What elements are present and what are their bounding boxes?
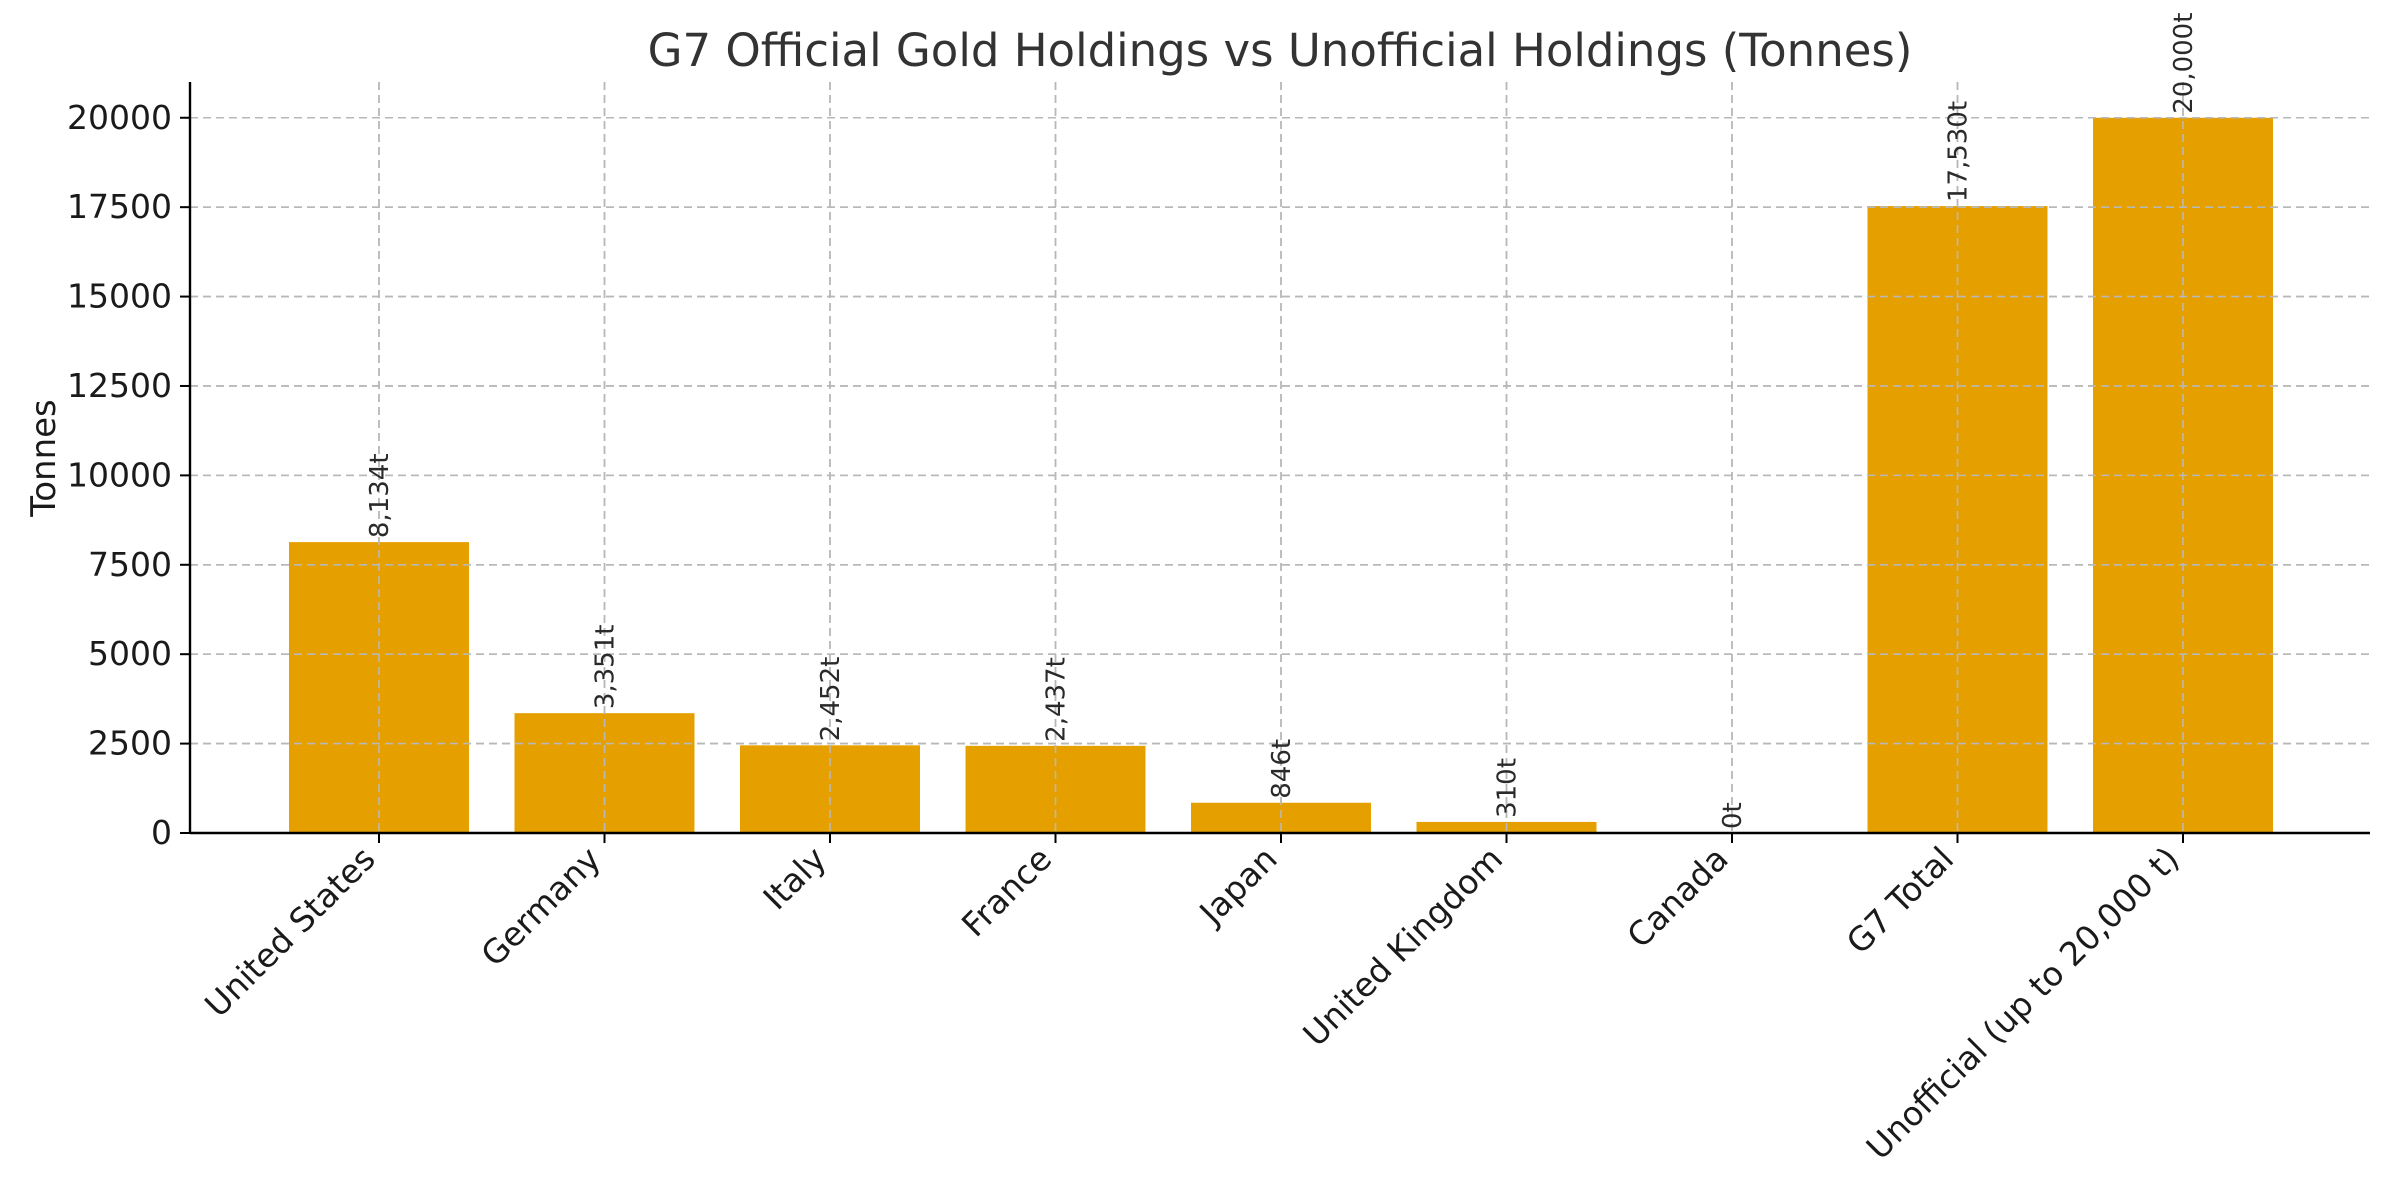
y-tick-label: 5000 — [88, 634, 172, 673]
bars-layer — [190, 82, 2370, 834]
x-tick-label: Japan — [1191, 839, 1285, 933]
y-tick-label: 7500 — [88, 545, 172, 584]
y-tick-label: 12500 — [67, 366, 172, 405]
bar-value-label: 8,134t — [365, 453, 395, 538]
y-ticks-layer: 0 2500 5000 7500 10000 12500 15000 17500 20000 — [67, 98, 190, 852]
y-tick-label: 10000 — [67, 455, 172, 494]
x-tick-label: Canada — [1619, 839, 1735, 955]
bar-value-label: 17,530t — [1944, 101, 1974, 202]
bar-value-label: 310t — [1493, 758, 1523, 818]
bar-value-label: 3,351t — [591, 625, 621, 710]
bar-value-label: 846t — [1267, 739, 1297, 799]
x-tick-label: United Kingdom — [1295, 839, 1510, 1054]
bar-value-label: 2,437t — [1042, 657, 1072, 742]
y-tick-label: 20000 — [67, 98, 172, 137]
y-tick-label: 17500 — [67, 187, 172, 226]
bar-value-label: 2,452t — [816, 657, 846, 742]
y-tick-label: 0 — [151, 813, 172, 852]
y-axis-label: Tonnes — [24, 399, 64, 518]
x-ticks-layer: United States Germany Italy France Japan Unit… — [197, 833, 2187, 1167]
bar-value-label: 0t — [1718, 802, 1748, 829]
y-tick-label: 15000 — [67, 277, 172, 316]
x-tick-label: United States — [197, 839, 383, 1025]
value-labels-layer: 8,134t 3,351t 2,452t 2,437t 846t 310t 0t 17,530… — [365, 13, 2199, 829]
bar-value-label: 20,000t — [2169, 13, 2199, 114]
x-tick-label: G7 Total — [1839, 839, 1961, 961]
x-tick-label: Germany — [473, 839, 608, 974]
x-tick-label: France — [954, 839, 1059, 944]
x-tick-label: Italy — [755, 839, 833, 917]
y-tick-label: 2500 — [88, 724, 172, 763]
chart-title: G7 Official Gold Holdings vs Unofficial … — [648, 24, 1913, 77]
